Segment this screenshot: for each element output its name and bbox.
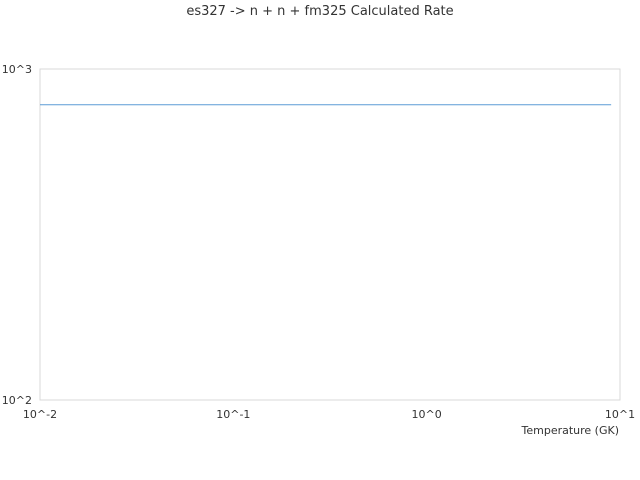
plot-area [39, 68, 621, 401]
y-tick-label: 10^2 [2, 394, 32, 407]
x-tick-label: 10^0 [412, 408, 442, 421]
x-tick-label: 10^-2 [23, 408, 57, 421]
x-tick-label: 10^-1 [216, 408, 250, 421]
x-axis-label: Temperature (GK) [521, 424, 620, 437]
chart-title: es327 -> n + n + fm325 Calculated Rate [186, 4, 454, 19]
y-tick-label: 10^3 [2, 63, 32, 76]
x-tick-label: 10^1 [605, 408, 635, 421]
